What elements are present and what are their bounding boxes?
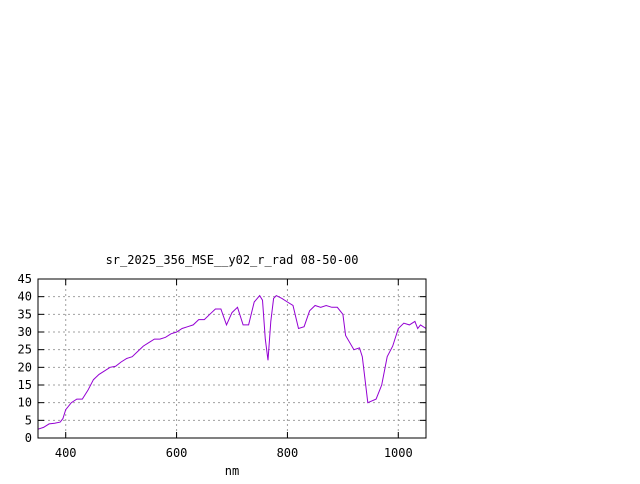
x-axis-label: nm [225, 464, 239, 478]
y-tick-label: 40 [18, 290, 32, 304]
y-tick-label: 45 [18, 272, 32, 286]
grid [38, 279, 426, 438]
y-tick-label: 35 [18, 307, 32, 321]
y-tick-label: 15 [18, 378, 32, 392]
y-tick-label: 0 [25, 431, 32, 445]
x-tick-label: 600 [166, 446, 188, 460]
ticks: 0 5 10 15 20 25 30 35 40 45 400 600 800 1000 [18, 272, 426, 460]
y-tick-label: 25 [18, 343, 32, 357]
series-line [37, 294, 427, 430]
chart-title: sr_2025_356_MSE__y02_r_rad 08-50-00 [106, 253, 359, 267]
x-tick-label: 1000 [384, 446, 413, 460]
y-tick-label: 5 [25, 413, 32, 427]
x-tick-label: 400 [55, 446, 77, 460]
plot-border [37, 278, 427, 439]
x-tick-label: 800 [277, 446, 299, 460]
y-tick-label: 30 [18, 325, 32, 339]
y-tick-label: 10 [18, 396, 32, 410]
y-tick-label: 20 [18, 360, 32, 374]
